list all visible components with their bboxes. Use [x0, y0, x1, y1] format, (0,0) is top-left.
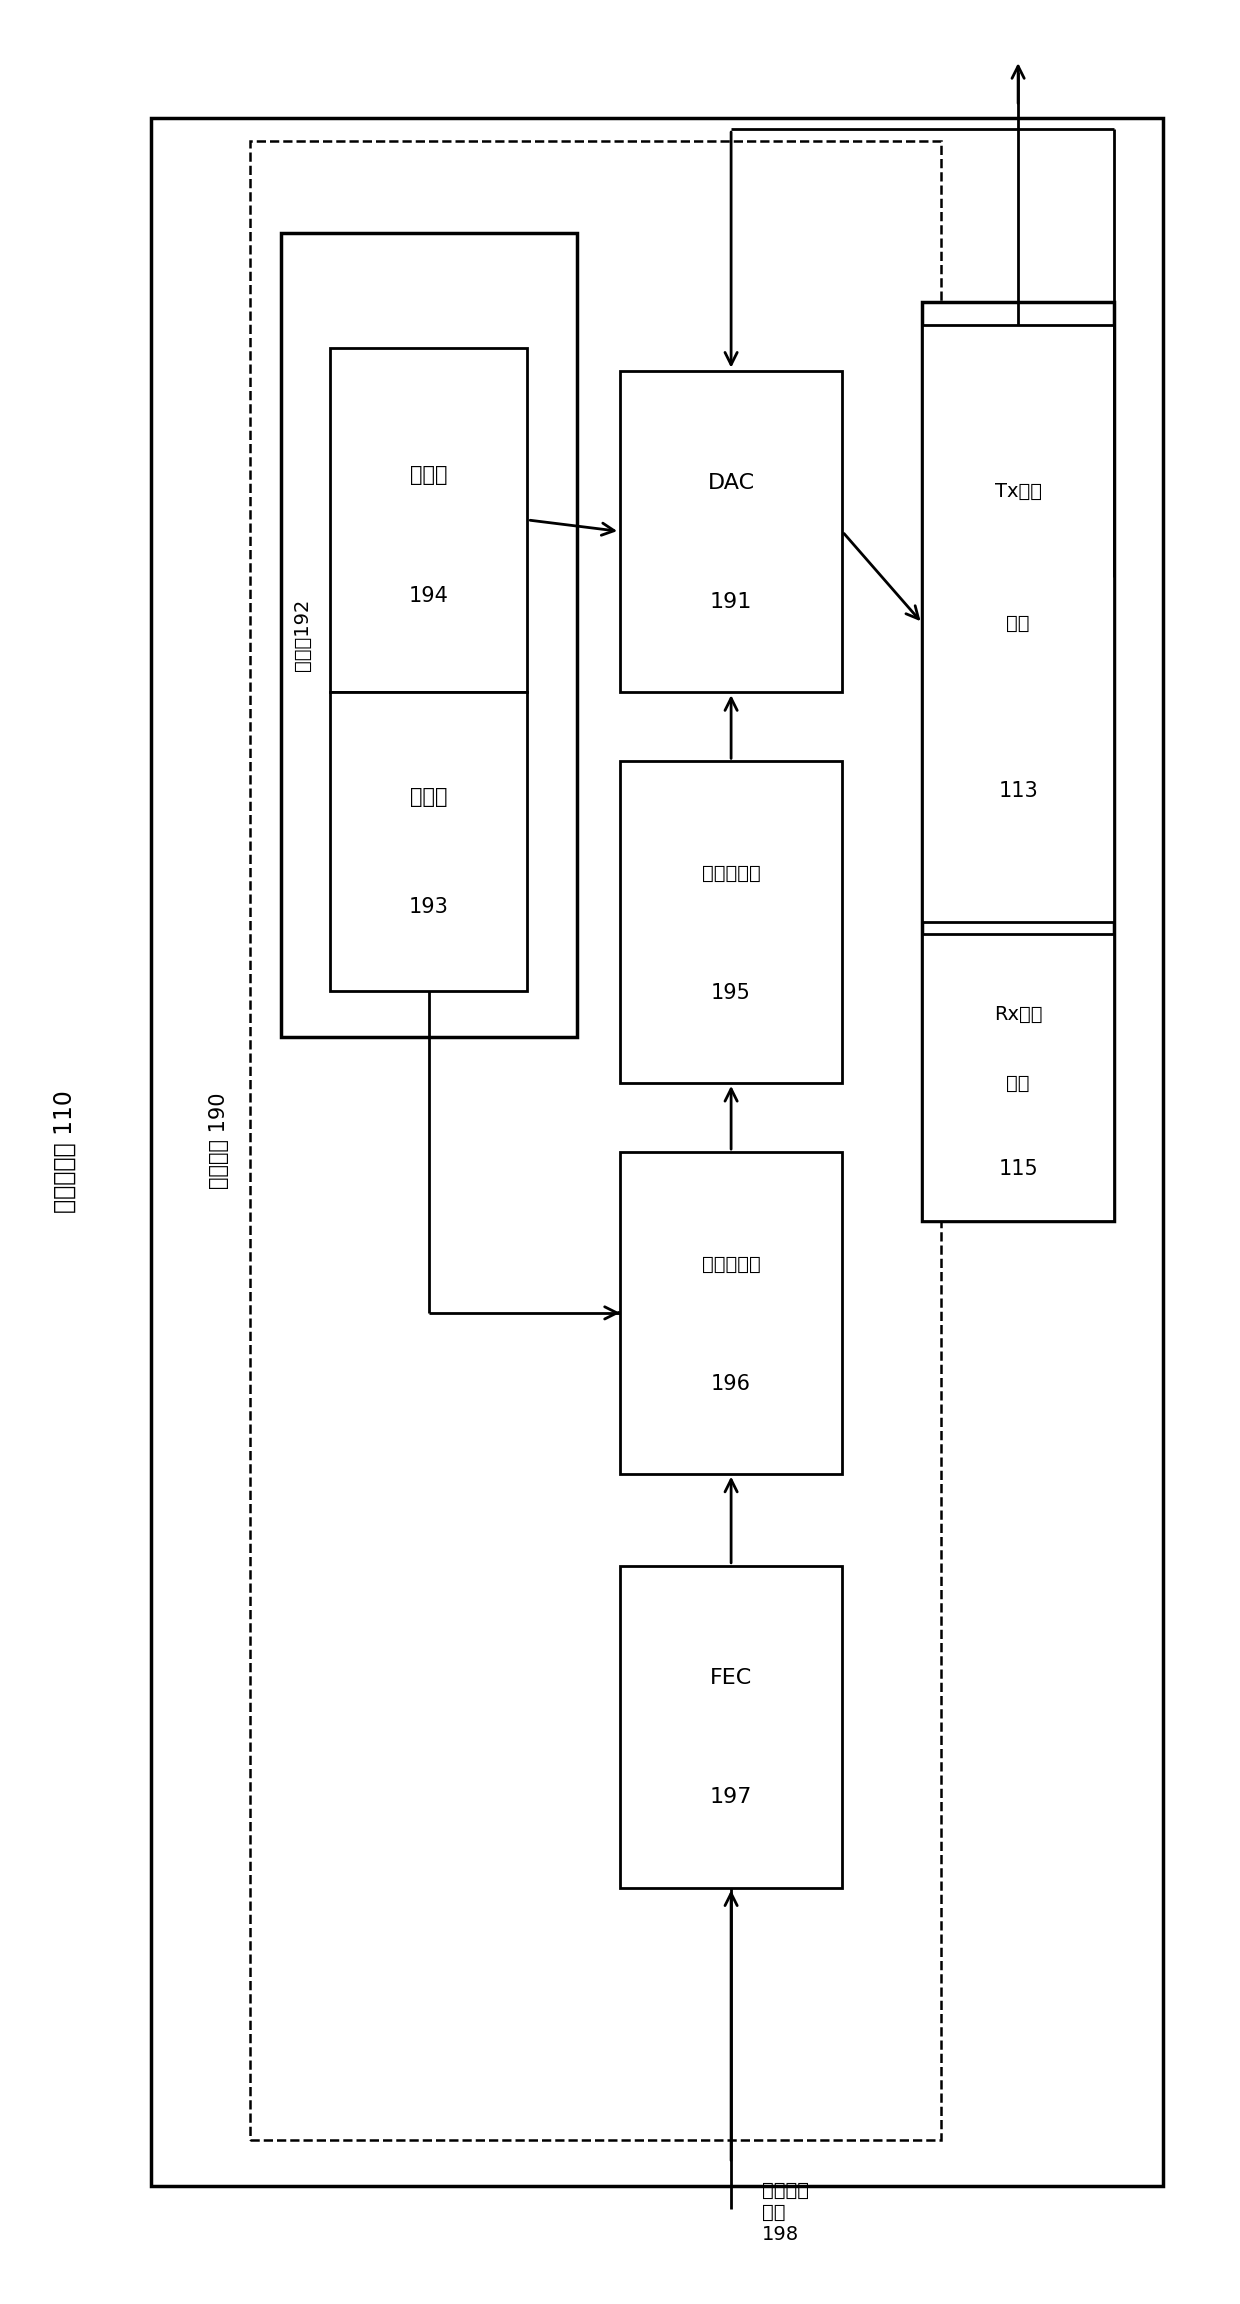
Text: 第一滤波器: 第一滤波器 — [702, 1256, 760, 1274]
Text: 196: 196 — [711, 1373, 751, 1394]
Text: 光学转发器 110: 光学转发器 110 — [52, 1090, 77, 1214]
Text: Rx光学: Rx光学 — [993, 1005, 1043, 1023]
Text: 197: 197 — [711, 1788, 753, 1806]
Text: 113: 113 — [998, 781, 1038, 802]
Text: DAC: DAC — [708, 472, 755, 493]
Text: Tx光学: Tx光学 — [994, 482, 1042, 502]
Text: 电子数据
信号
198: 电子数据 信号 198 — [761, 2182, 808, 2244]
Bar — [620, 1567, 842, 1887]
Bar — [923, 302, 1114, 1221]
Text: 第二滤波器: 第二滤波器 — [702, 864, 760, 882]
Text: 191: 191 — [711, 592, 753, 613]
Text: 195: 195 — [712, 984, 751, 1002]
Text: FEC: FEC — [711, 1668, 753, 1689]
Text: 193: 193 — [409, 899, 449, 917]
Bar — [620, 1152, 842, 1475]
Bar — [151, 118, 1163, 2186]
Bar — [330, 348, 527, 691]
Text: 194: 194 — [409, 585, 449, 606]
Text: 模块: 模块 — [1007, 1074, 1030, 1092]
Bar — [280, 233, 577, 1037]
Bar — [923, 325, 1114, 922]
Text: 电子组件 190: 电子组件 190 — [208, 1092, 229, 1189]
Bar — [620, 371, 842, 691]
Bar — [620, 760, 842, 1083]
Text: 控制器192: 控制器192 — [293, 599, 312, 670]
Text: 模块: 模块 — [1007, 613, 1030, 634]
Bar — [249, 141, 941, 2140]
Bar — [330, 691, 527, 991]
Text: 存储器: 存储器 — [410, 465, 448, 486]
Bar — [923, 933, 1114, 1221]
Text: 处理器: 处理器 — [410, 788, 448, 806]
Text: 115: 115 — [998, 1159, 1038, 1180]
